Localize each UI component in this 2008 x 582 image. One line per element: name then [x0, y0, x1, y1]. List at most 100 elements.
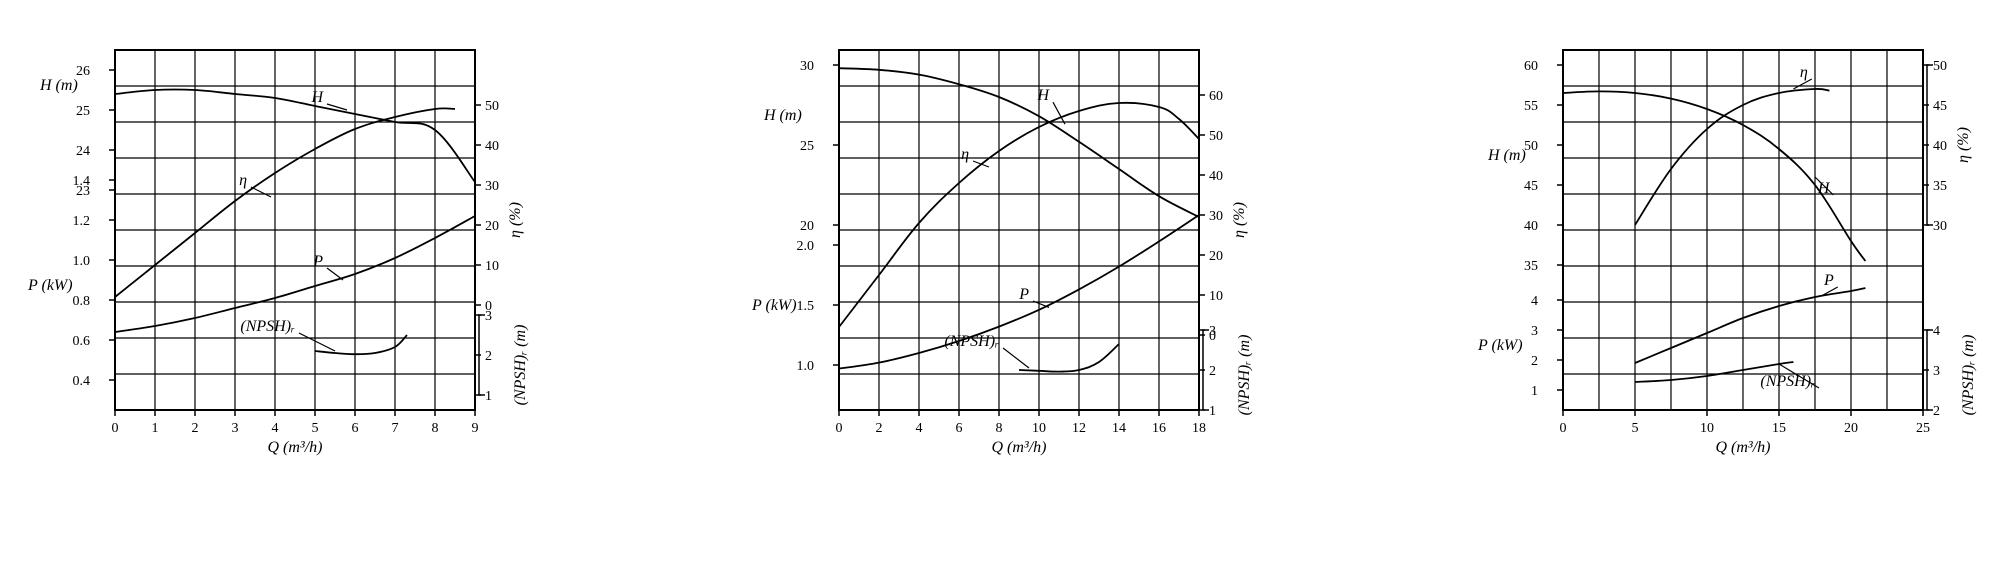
- left-axis-label: H (m): [39, 77, 78, 94]
- x-tick-label: 0: [836, 421, 843, 436]
- x-tick-label: 0: [1560, 421, 1567, 436]
- left-axis-label: P (kW): [1477, 337, 1523, 354]
- right-axis-label: (NPSH)ᵣ (m): [1236, 335, 1253, 416]
- curve-label-P: P: [1018, 286, 1029, 303]
- curve-eta: [115, 108, 455, 297]
- left-tick-label: 25: [800, 139, 814, 154]
- x-axis-label: Q (m³/h): [267, 439, 322, 456]
- x-tick-label: 2: [192, 421, 199, 436]
- left-tick-label: 3: [1531, 324, 1538, 339]
- x-tick-label: 1: [152, 421, 159, 436]
- left-tick-label: 1.0: [73, 254, 91, 269]
- right-tick-label: 30: [1209, 209, 1223, 224]
- left-tick-label: 60: [1524, 59, 1538, 74]
- left-tick-label: 1: [1531, 384, 1538, 399]
- curve-label-eta: η: [1800, 64, 1808, 81]
- right-tick-label: 2: [1209, 364, 1216, 379]
- curve-eta: [1635, 89, 1829, 225]
- right-axis-label: (NPSH)ᵣ (m): [512, 325, 529, 406]
- curve-P: [115, 216, 475, 332]
- left-tick-label: 1.5: [797, 299, 815, 314]
- left-tick-label: 1.2: [73, 214, 91, 229]
- left-axis-label: P (kW): [27, 277, 73, 294]
- right-axis-label: (NPSH)ᵣ (m): [1960, 335, 1977, 416]
- x-tick-label: 8: [996, 421, 1003, 436]
- curve-label-H: H: [1036, 87, 1050, 104]
- right-tick-label: 2: [485, 349, 492, 364]
- left-tick-label: 4: [1531, 294, 1538, 309]
- right-tick-label: 30: [1933, 219, 1947, 234]
- right-tick-label: 3: [485, 309, 492, 324]
- curve-label-P: P: [312, 253, 323, 270]
- left-tick-label: 35: [1524, 259, 1538, 274]
- x-tick-label: 18: [1192, 421, 1206, 436]
- x-tick-label: 4: [916, 421, 923, 436]
- curve-label-NPSH: (NPSH)ᵣ: [1760, 373, 1815, 390]
- left-tick-label: 45: [1524, 179, 1538, 194]
- right-tick-label: 35: [1933, 179, 1947, 194]
- right-axis-label: η (%): [1231, 202, 1248, 238]
- left-tick-label: 20: [800, 219, 814, 234]
- curve-label-eta: η: [961, 146, 969, 163]
- left-tick-label: 50: [1524, 139, 1538, 154]
- right-tick-label: 10: [1209, 289, 1223, 304]
- right-tick-label: 20: [1209, 249, 1223, 264]
- curve-P: [1635, 288, 1865, 363]
- x-axis-label: Q (m³/h): [1715, 439, 1770, 456]
- left-tick-label: 2.0: [797, 239, 815, 254]
- x-tick-label: 0: [112, 421, 119, 436]
- x-tick-label: 10: [1700, 421, 1714, 436]
- x-tick-label: 25: [1916, 421, 1930, 436]
- left-tick-label: 2: [1531, 354, 1538, 369]
- curve-H: [115, 89, 475, 182]
- x-tick-label: 8: [432, 421, 439, 436]
- right-tick-label: 1: [485, 389, 492, 404]
- x-tick-label: 6: [352, 421, 359, 436]
- curve-H: [839, 68, 1199, 217]
- x-tick-label: 9: [472, 421, 479, 436]
- right-tick-label: 40: [1209, 169, 1223, 184]
- left-tick-label: 40: [1524, 219, 1538, 234]
- right-tick-label: 4: [1933, 324, 1940, 339]
- x-tick-label: 15: [1772, 421, 1786, 436]
- pump-curve-chart-3: 0510152025Q (m³/h)354045505560H (m)1234P…: [1468, 20, 1988, 500]
- x-tick-label: 10: [1032, 421, 1046, 436]
- right-tick-label: 1: [1209, 404, 1216, 419]
- right-tick-label: 50: [485, 99, 499, 114]
- right-tick-label: 10: [485, 259, 499, 274]
- x-tick-label: 5: [312, 421, 319, 436]
- x-tick-label: 7: [392, 421, 399, 436]
- left-axis-label: H (m): [1487, 147, 1526, 164]
- curve-label-H: H: [310, 89, 324, 106]
- left-axis-label: P (kW): [751, 297, 797, 314]
- right-tick-label: 40: [1933, 139, 1947, 154]
- right-tick-label: 50: [1209, 129, 1223, 144]
- right-tick-label: 2: [1933, 404, 1940, 419]
- left-tick-label: 0.8: [73, 294, 91, 309]
- curve-label-eta: η: [239, 172, 247, 189]
- curve-H: [1563, 91, 1865, 261]
- right-axis-label: η (%): [507, 202, 524, 238]
- x-tick-label: 4: [272, 421, 279, 436]
- x-tick-label: 20: [1844, 421, 1858, 436]
- right-tick-label: 20: [485, 219, 499, 234]
- x-axis-label: Q (m³/h): [991, 439, 1046, 456]
- left-axis-label: H (m): [763, 107, 802, 124]
- x-tick-label: 5: [1632, 421, 1639, 436]
- x-tick-label: 14: [1112, 421, 1126, 436]
- x-tick-label: 3: [232, 421, 239, 436]
- right-tick-label: 40: [485, 139, 499, 154]
- pump-curve-chart-2: 024681012141618Q (m³/h)202530H (m)1.01.5…: [744, 20, 1264, 500]
- x-tick-label: 12: [1072, 421, 1086, 436]
- x-tick-label: 2: [876, 421, 883, 436]
- left-tick-label: 30: [800, 59, 814, 74]
- right-tick-label: 50: [1933, 59, 1947, 74]
- right-tick-label: 45: [1933, 99, 1947, 114]
- left-tick-label: 0.6: [73, 334, 91, 349]
- right-axis-label: η (%): [1955, 127, 1972, 163]
- x-tick-label: 6: [956, 421, 963, 436]
- left-tick-label: 1.4: [73, 174, 91, 189]
- curve-label-NPSH: (NPSH)ᵣ: [240, 318, 295, 335]
- left-tick-label: 26: [76, 64, 90, 79]
- curve-label-H: H: [1817, 180, 1831, 197]
